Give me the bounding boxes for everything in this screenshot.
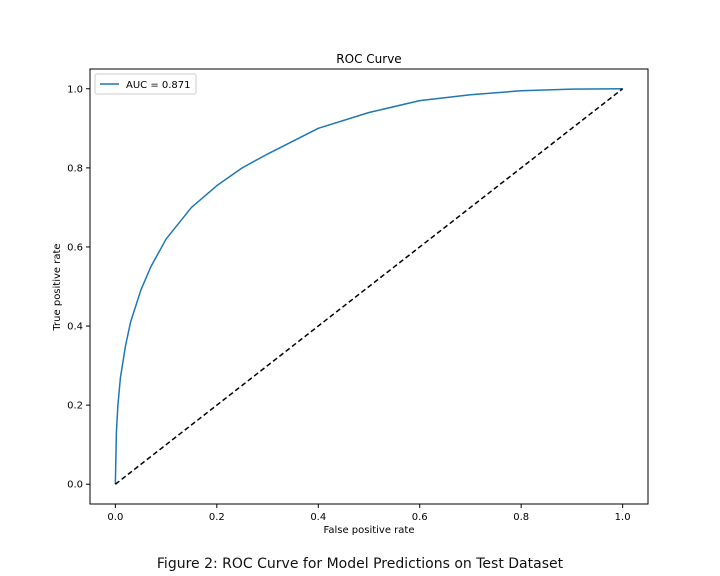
roc-curve-line: [114, 88, 623, 485]
plot-lines: [114, 88, 624, 485]
y-axis-ticks: 0.0 0.2 0.4 0.6 0.8 1.0: [67, 84, 90, 491]
x-tick-label: 0.6: [412, 512, 428, 523]
y-tick-label: 0.0: [67, 480, 83, 491]
y-tick-label: 0.6: [67, 242, 83, 253]
x-axis-label: False positive rate: [324, 525, 415, 536]
x-axis-ticks: 0.0 0.2 0.4 0.6 0.8 1.0: [107, 504, 631, 523]
legend-label: AUC = 0.871: [126, 80, 191, 91]
x-tick-label: 0.0: [107, 512, 123, 523]
legend-box: [94, 73, 197, 95]
x-tick-label: 0.8: [513, 512, 529, 523]
y-tick-label: 0.4: [67, 322, 83, 333]
x-tick-label: 0.4: [310, 512, 326, 523]
y-tick-label: 1.0: [67, 84, 83, 95]
x-tick-label: 1.0: [615, 512, 631, 523]
x-tick-label: 0.2: [209, 512, 225, 523]
plot-frame: [89, 68, 649, 505]
chance-line: [114, 88, 624, 485]
y-tick-label: 0.2: [67, 401, 83, 412]
legend: AUC = 0.871: [94, 73, 197, 95]
figure-caption: Figure 2: ROC Curve for Model Prediction…: [156, 556, 564, 572]
y-axis-label: True positive rate: [52, 243, 63, 331]
y-tick-label: 0.8: [67, 163, 83, 174]
chart-title: ROC Curve: [336, 52, 401, 66]
